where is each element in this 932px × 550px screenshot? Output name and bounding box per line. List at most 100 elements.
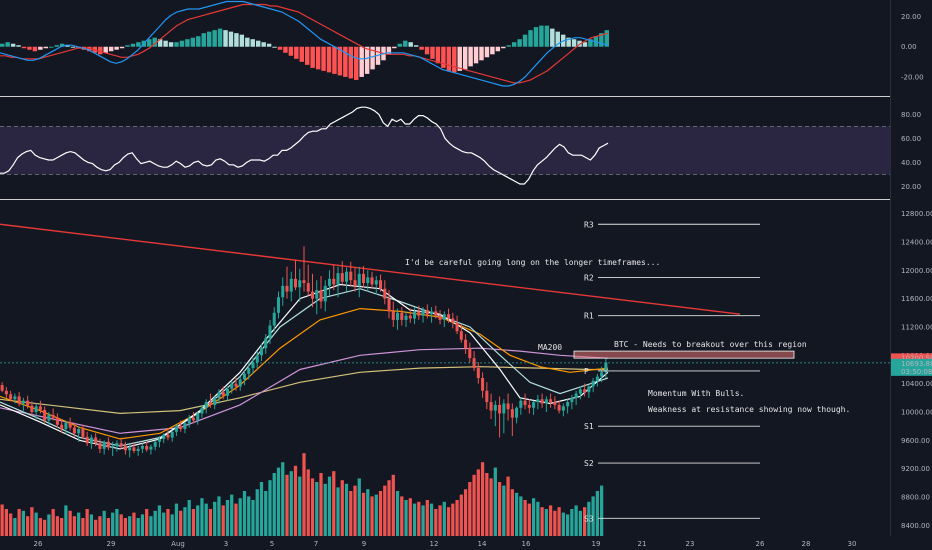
candle-body <box>383 288 387 299</box>
macd-histogram-bar <box>283 46 288 53</box>
macd-histogram-bar <box>43 46 49 49</box>
volume-bar <box>378 491 383 536</box>
macd-histogram-bar <box>501 46 506 49</box>
volume-bar <box>9 513 13 536</box>
macd-histogram-bar <box>326 46 332 73</box>
candle-body <box>128 447 132 451</box>
candle-body <box>9 394 13 400</box>
macd-histogram-bar <box>550 28 555 47</box>
candle-body <box>315 290 319 299</box>
volume-bar <box>157 505 162 536</box>
volume-bar <box>344 483 349 536</box>
volume-bar <box>489 478 493 536</box>
rsi-axis-tick: 20.00 <box>901 183 921 191</box>
volume-bar <box>527 503 531 536</box>
price-axis-tick: 9600.00 <box>901 437 930 445</box>
volume-bar <box>514 492 519 536</box>
volume-bar <box>446 507 451 536</box>
candle-body <box>234 383 238 387</box>
annotation-breakout: BTC - Needs to breakout over this region <box>614 340 807 349</box>
volume-bar <box>21 510 26 536</box>
volume-bar <box>587 501 591 536</box>
macd-histogram-bar <box>119 46 125 49</box>
macd-histogram-bar <box>239 34 245 47</box>
candle-body <box>370 277 374 285</box>
moving-average-line <box>0 283 609 450</box>
volume-bar <box>26 516 30 536</box>
candle-body <box>357 273 361 286</box>
moving-average-line <box>0 347 609 434</box>
macd-histogram-bar <box>457 46 462 71</box>
candle-body <box>425 309 429 315</box>
volume-bar <box>327 476 332 536</box>
volume-bar <box>429 503 434 536</box>
rsi-axis-tick: 60.00 <box>901 135 921 143</box>
candle-body <box>115 443 119 447</box>
pivot-label: S2 <box>584 459 594 468</box>
candle-body <box>200 407 204 414</box>
volume-bar <box>417 501 421 536</box>
annotation-momentum: Momentum With Bulls. <box>648 389 744 398</box>
volume-bar <box>468 482 472 536</box>
macd-histogram-bar <box>315 46 321 70</box>
macd-histogram-bar <box>179 40 185 47</box>
volume-bar <box>336 487 340 536</box>
candle-body <box>532 402 536 408</box>
macd-histogram-bar <box>446 46 452 71</box>
macd-histogram-bar <box>147 39 152 47</box>
candle-body <box>13 396 17 400</box>
time-axis-tick: 5 <box>270 540 274 548</box>
candle-body <box>281 285 285 298</box>
candle-body <box>132 447 136 451</box>
macd-histogram-bar <box>108 46 114 52</box>
volume-bar <box>140 514 145 536</box>
volume-bar <box>387 480 391 536</box>
candle-body <box>336 273 340 285</box>
candle-body <box>374 280 378 285</box>
candle-body <box>247 368 251 374</box>
price-axis-tick: 8400.00 <box>901 522 930 530</box>
macd-histogram-bar <box>604 30 609 47</box>
candle-body <box>98 443 102 449</box>
pivot-label: S3 <box>584 514 594 523</box>
volume-bar <box>213 501 217 536</box>
macd-histogram-bar <box>255 40 261 47</box>
macd-histogram-bar <box>217 28 223 47</box>
macd-histogram-bar <box>566 37 571 47</box>
macd-histogram-bar <box>125 45 130 47</box>
macd-histogram-bar <box>430 46 435 59</box>
volume-bar <box>136 518 140 536</box>
macd-histogram-bar <box>468 46 473 67</box>
candle-body <box>413 311 417 319</box>
volume-bar <box>98 516 102 536</box>
candle-body <box>26 400 30 406</box>
volume-bar <box>200 498 204 536</box>
macd-histogram-bar <box>511 42 517 47</box>
volume-bar <box>395 491 400 536</box>
resistance-zone[interactable] <box>573 350 795 359</box>
volume-bar <box>315 482 319 536</box>
volume-bar <box>238 498 242 536</box>
candle-body <box>17 396 21 404</box>
price-axis-tick: 10000.00 <box>901 409 932 417</box>
volume-bar <box>298 476 302 536</box>
macd-histogram-bar <box>223 30 228 47</box>
macd-axis-tick: 20.00 <box>901 13 921 21</box>
candle-body <box>272 312 276 326</box>
descending-trendline[interactable] <box>0 223 741 315</box>
price-axis-tick: 12800.00 <box>901 210 932 218</box>
volume-bar <box>319 473 323 536</box>
volume-bar <box>4 509 9 536</box>
candle-countdown: 03:50:08 <box>901 368 932 376</box>
crosshair-price-label: 10700.50 <box>901 354 932 362</box>
macd-histogram-bar <box>332 46 337 74</box>
candle-body <box>391 311 395 320</box>
volume-bar <box>578 510 582 536</box>
candle-body <box>591 380 595 387</box>
macd-histogram-bar <box>479 46 484 61</box>
macd-histogram-bar <box>98 46 103 55</box>
macd-histogram-bar <box>522 34 528 47</box>
volume-bar <box>247 496 251 536</box>
candle-body <box>387 298 391 312</box>
